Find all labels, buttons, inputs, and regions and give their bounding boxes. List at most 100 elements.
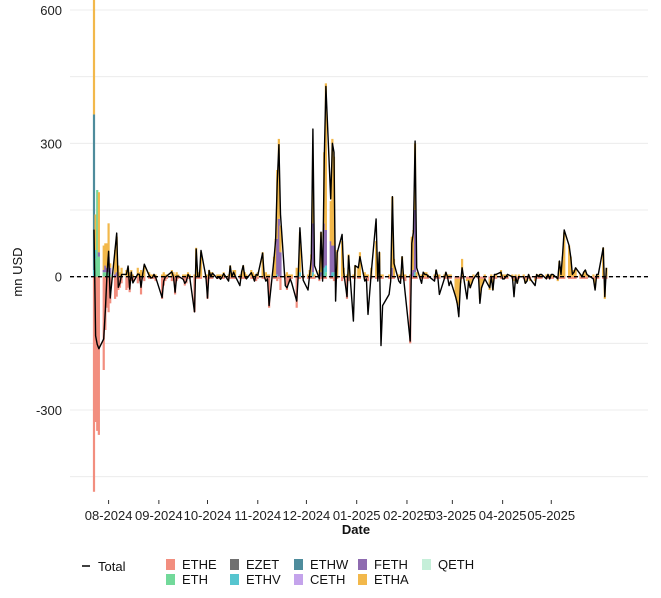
legend-label-eth: ETH [182, 572, 208, 587]
bar-ethe [250, 276, 253, 279]
legend-swatch-qeth [422, 559, 431, 570]
bar-ethe [512, 276, 516, 279]
legend-swatch-eth [166, 574, 175, 585]
bar-feth [109, 267, 112, 275]
bar-etha [306, 274, 310, 277]
bar-ethe [480, 276, 483, 279]
bar-eth [97, 256, 100, 277]
bar-ethe [148, 276, 151, 279]
bar-etha [478, 278, 482, 299]
bar-ethe [592, 276, 595, 279]
stacked-bars [92, 0, 608, 492]
bar-etha [266, 274, 269, 277]
bar-etha [143, 265, 146, 277]
legend-swatch-feth [358, 559, 367, 570]
bar-ethe [96, 276, 99, 431]
bar-ethe [375, 276, 378, 279]
bar-etha [285, 272, 289, 277]
bar-ethe [400, 276, 404, 279]
bar-ethe [357, 276, 360, 279]
bar-ethe [559, 276, 563, 279]
bar-ethe [381, 276, 384, 279]
legend-swatch-etha [358, 574, 367, 585]
x-tick-label: 04-2025 [479, 508, 527, 523]
bar-etha [173, 274, 177, 277]
bar-etha [340, 241, 344, 277]
bar-etha [551, 274, 554, 277]
bar-etha [261, 252, 264, 277]
bar-etha [233, 270, 237, 277]
bar-etha [193, 274, 196, 277]
bar-etha [388, 274, 391, 277]
bar-etha [569, 256, 572, 277]
legend-label-ethv: ETHV [246, 572, 281, 587]
bar-eth [104, 272, 107, 277]
bar-etha [97, 192, 100, 253]
bar-etha [161, 274, 164, 277]
total-line [93, 85, 608, 350]
bar-ethe [272, 276, 276, 279]
bar-ethe [233, 276, 237, 279]
bar-ethe [105, 276, 109, 308]
bar-etha [217, 274, 220, 277]
legend-total-label: Total [98, 559, 126, 574]
bar-ethe [182, 276, 185, 279]
bar-ethe [342, 276, 345, 279]
y-axis-ticks: 600 300 0 -300 [36, 3, 62, 418]
bar-etha [490, 274, 493, 277]
bar-feth [331, 245, 334, 273]
bar-etha [188, 274, 191, 277]
legend-label-ezet: EZET [246, 557, 279, 572]
bar-etha [298, 232, 302, 273]
bar-ethe [551, 276, 554, 279]
bar-feth [332, 245, 336, 273]
bar-etha [465, 278, 469, 282]
bar-etha [162, 272, 165, 277]
bar-feth [97, 252, 100, 257]
bar-ethv [332, 272, 336, 277]
bar-etha [584, 270, 587, 277]
legend-label-ceth: CETH [310, 572, 345, 587]
bar-ethe [264, 276, 267, 279]
bar-ethe [329, 276, 332, 279]
bar-etha [284, 274, 287, 277]
bar-etha [272, 256, 276, 277]
bar-etha [366, 274, 370, 277]
bar-ethe [569, 276, 572, 279]
bar-ethe [238, 276, 242, 279]
bar-feth [279, 252, 282, 277]
bar-ethe [143, 276, 146, 282]
bar-feth [102, 270, 105, 273]
x-tick-label: 09-2024 [135, 508, 183, 523]
bar-etha [310, 254, 313, 277]
bar-ethe [379, 276, 383, 279]
bar-ethe [397, 276, 400, 279]
bar-ethe [558, 276, 561, 279]
bar-ethe [186, 276, 190, 279]
bar-ethe [358, 276, 362, 279]
bar-etha [287, 274, 290, 277]
bar-ethe [483, 276, 486, 279]
legend-swatch-ethw [294, 559, 303, 570]
bar-etha [392, 258, 396, 277]
bar-ethe [388, 276, 391, 279]
bar-ethe [97, 276, 100, 435]
bar-ethe [261, 276, 264, 279]
bar-eth [324, 272, 327, 277]
bar-etha [109, 263, 112, 268]
bar-ethe [323, 276, 326, 279]
bar-etha [545, 274, 548, 277]
bar-etha [183, 274, 186, 277]
bar-eth [96, 190, 99, 277]
bar-ethe [279, 276, 282, 290]
bar-ethe [448, 276, 451, 279]
bar-ethe [540, 276, 543, 279]
bar-etha [219, 274, 222, 277]
bar-ethe [195, 276, 198, 279]
bar-ethe [457, 276, 460, 279]
bar-ethv [331, 272, 334, 277]
bar-ethe [412, 276, 415, 279]
bar-ethe [94, 276, 97, 422]
bar-etha [533, 278, 537, 282]
